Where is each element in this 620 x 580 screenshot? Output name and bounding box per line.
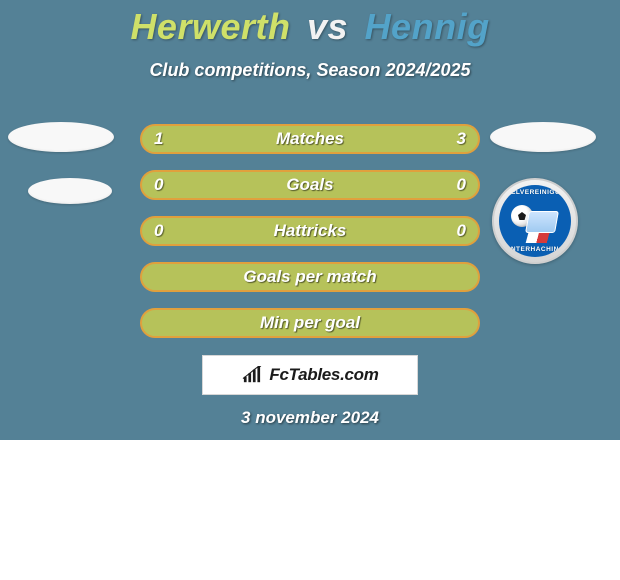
watermark-text: FcTables.com [269,365,378,385]
title-player-2: Hennig [365,6,490,47]
stat-label: Goals per match [142,264,478,290]
stat-value-left: 0 [154,172,163,198]
badge-text-bottom: UNTERHACHING [499,246,571,253]
bar-chart-icon [241,366,263,384]
watermark-box: FcTables.com [202,355,418,395]
badge-text-top: SPIELVEREINIGUNG [499,189,571,196]
stat-bar: Goals per match [140,262,480,292]
infographic-canvas: Herwerth vs Hennig Club competitions, Se… [0,0,620,440]
stat-value-left: 0 [154,218,163,244]
date-text: 3 november 2024 [0,408,620,428]
stat-value-right: 3 [457,126,466,152]
title-player-1: Herwerth [130,6,290,47]
player-2-club-logo: SPIELVEREINIGUNG UNTERHACHING [492,178,578,264]
badge-building-icon [525,211,559,233]
title-vs: vs [307,6,348,47]
stat-value-right: 0 [457,218,466,244]
badge-stripes-icon [526,233,561,243]
player-1-club-logo [28,178,112,204]
page-title: Herwerth vs Hennig [0,6,620,48]
stat-bar: Matches1 3 [140,124,480,154]
player-2-photo [490,122,596,152]
stat-bar: Hattricks0 0 [140,216,480,246]
stat-bar: Goals0 0 [140,170,480,200]
stat-value-right: 0 [457,172,466,198]
stat-bar: Min per goal [140,308,480,338]
stat-label: Min per goal [142,310,478,336]
stat-value-left: 1 [154,126,163,152]
stat-bars: Matches13Goals00Hattricks00Goals per mat… [140,124,480,354]
subtitle: Club competitions, Season 2024/2025 [0,60,620,81]
club-badge-graphic: SPIELVEREINIGUNG UNTERHACHING [499,185,571,257]
stat-label: Matches [142,126,478,152]
stat-label: Goals [142,172,478,198]
stat-label: Hattricks [142,218,478,244]
player-1-photo [8,122,114,152]
